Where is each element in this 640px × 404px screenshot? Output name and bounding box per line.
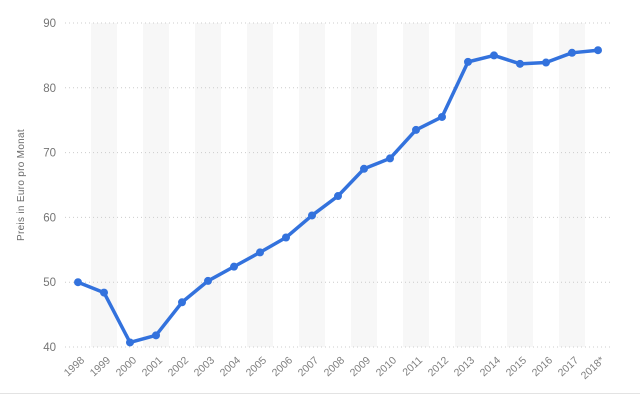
background-band-2009 — [351, 23, 377, 347]
background-band-1999 — [91, 23, 117, 347]
x-tick-label-2005: 2005 — [244, 354, 269, 379]
background-band-2007 — [299, 23, 325, 347]
series-layer — [74, 46, 602, 347]
y-tick-label-80: 80 — [43, 83, 56, 95]
data-point-2015[interactable] — [516, 59, 524, 68]
x-tick-label-2004: 2004 — [218, 354, 243, 379]
x-tick-label-2001: 2001 — [140, 354, 165, 379]
y-tick-label-70: 70 — [43, 148, 56, 160]
x-tick-label-2015: 2015 — [504, 354, 529, 379]
background-band-2005 — [247, 23, 273, 347]
data-point-2006[interactable] — [282, 233, 290, 242]
x-tick-label-2010: 2010 — [374, 354, 399, 379]
data-point-2008[interactable] — [334, 192, 342, 201]
background-band-2017 — [559, 23, 585, 347]
data-point-1998[interactable] — [74, 278, 82, 287]
data-point-2010[interactable] — [386, 154, 394, 163]
data-point-2012[interactable] — [438, 112, 446, 121]
x-tick-label-2016: 2016 — [530, 354, 555, 379]
background-band-2013 — [455, 23, 481, 347]
data-point-1999[interactable] — [100, 288, 108, 297]
background-band-2003 — [195, 23, 221, 347]
data-point-2017[interactable] — [568, 48, 576, 57]
x-tick-label-2008: 2008 — [322, 354, 347, 379]
data-point-2009[interactable] — [360, 164, 368, 173]
background-band-2015 — [507, 23, 533, 347]
y-tick-label-90: 90 — [43, 18, 56, 30]
data-point-2001[interactable] — [152, 331, 160, 340]
x-tick-label-2007: 2007 — [296, 354, 321, 379]
x-tick-label-2017: 2017 — [556, 354, 581, 379]
x-tick-label-2014: 2014 — [478, 354, 503, 379]
data-point-2016[interactable] — [542, 58, 550, 67]
data-point-2000[interactable] — [126, 338, 134, 347]
band-layer — [91, 23, 585, 347]
x-tick-label-1999: 1999 — [88, 354, 113, 379]
background-band-2011 — [403, 23, 429, 347]
x-tick-label-1998: 1998 — [62, 354, 87, 379]
x-tick-label-2006: 2006 — [270, 354, 295, 379]
y-tick-label-40: 40 — [43, 342, 56, 354]
data-point-2013[interactable] — [464, 57, 472, 66]
x-axis-tick-labels: 1998 1999 2000 2001 2002 2003 2004 2005 2006 2007… — [62, 354, 607, 382]
data-point-2011[interactable] — [412, 125, 420, 134]
data-point-2018[interactable] — [594, 46, 602, 55]
y-tick-label-60: 60 — [43, 212, 56, 224]
y-axis-tick-labels: 90 80 70 60 50 40 — [43, 18, 56, 354]
x-tick-label-2012: 2012 — [426, 354, 451, 379]
y-axis-title: Preis in Euro pro Monat — [16, 129, 27, 241]
x-tick-label-2002: 2002 — [166, 354, 191, 379]
x-tick-label-2018: 2018* — [579, 354, 607, 381]
x-tick-label-2013: 2013 — [452, 354, 477, 379]
x-tick-label-2003: 2003 — [192, 354, 217, 379]
data-point-2014[interactable] — [490, 51, 498, 60]
data-point-2002[interactable] — [178, 298, 186, 307]
x-tick-label-2000: 2000 — [114, 354, 139, 379]
data-point-2007[interactable] — [308, 211, 316, 220]
data-point-2004[interactable] — [230, 262, 238, 271]
data-point-2005[interactable] — [256, 248, 264, 257]
background-band-2001 — [143, 23, 169, 347]
y-tick-label-50: 50 — [43, 277, 56, 289]
x-tick-label-2011: 2011 — [400, 354, 425, 378]
data-point-2003[interactable] — [204, 276, 212, 285]
x-tick-label-2009: 2009 — [348, 354, 373, 379]
